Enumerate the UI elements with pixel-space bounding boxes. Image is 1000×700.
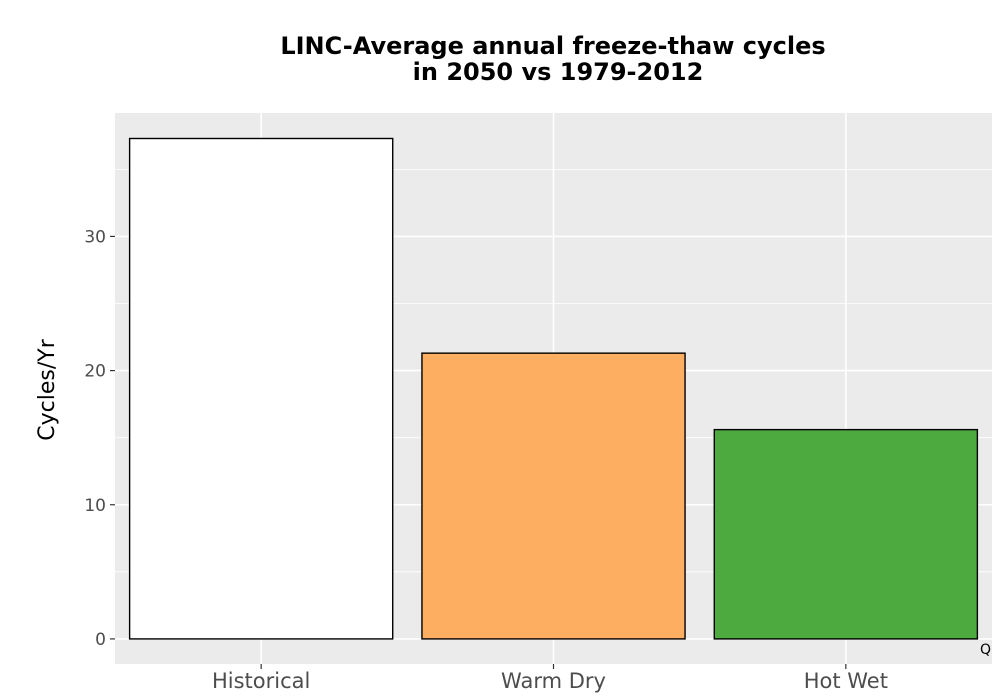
- bar-historical: [128, 137, 394, 640]
- y-tick-label: 20: [84, 362, 106, 382]
- x-tick-label: Hot Wet: [804, 669, 888, 693]
- chart-title-line-2: in 2050 vs 1979-2012: [413, 58, 704, 86]
- x-tick-label: Warm Dry: [501, 669, 606, 693]
- y-axis-title: Cycles/Yr: [35, 338, 60, 440]
- x-axis: Historical Warm Dry Hot Wet: [212, 664, 888, 693]
- y-tick-label: 30: [84, 227, 106, 247]
- bar-hot-wet: [713, 428, 979, 640]
- chart-title-line-1: LINC-Average annual freeze-thaw cycles: [280, 32, 825, 60]
- y-axis: 0 10 20 30: [84, 227, 115, 650]
- bar-warm-dry: [421, 352, 686, 640]
- y-tick-label: 10: [84, 496, 106, 516]
- y-tick-label: 0: [95, 630, 106, 650]
- x-tick-label: Historical: [212, 669, 310, 693]
- bars: [128, 137, 979, 640]
- corner-mark: Q: [980, 642, 991, 658]
